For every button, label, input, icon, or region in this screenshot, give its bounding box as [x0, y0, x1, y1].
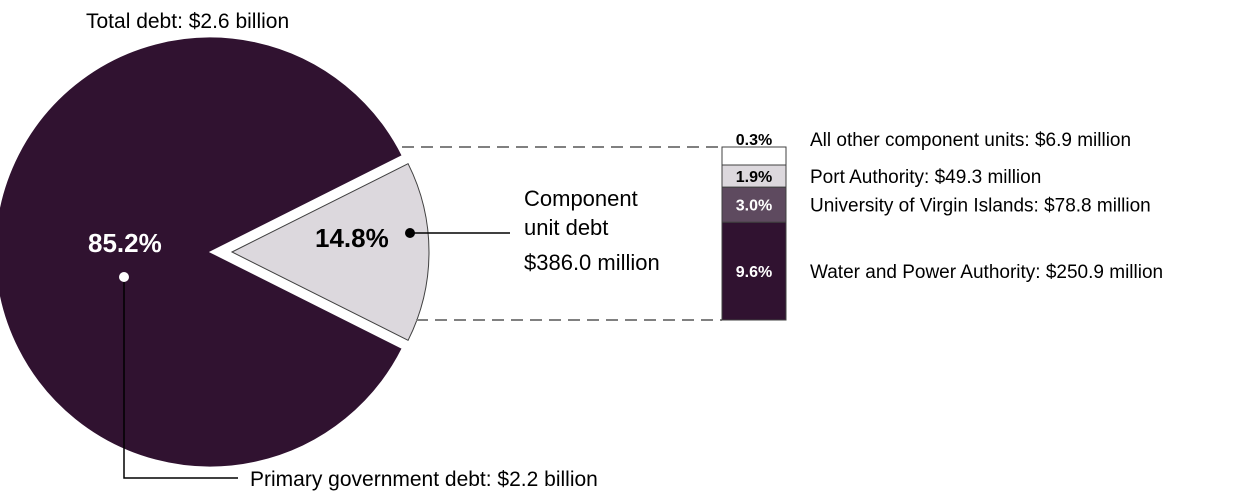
- bar-segment-label: University of Virgin Islands: $78.8 mill…: [810, 196, 1151, 217]
- bar-percent-label: 1.9%: [736, 169, 772, 186]
- chart-title: Total debt: $2.6 billion: [86, 10, 289, 33]
- component-label-line3: $386.0 million: [524, 250, 660, 275]
- primary-slice-label: Primary government debt: $2.2 billion: [250, 468, 598, 491]
- bar-segment-label: Water and Power Authority: $250.9 millio…: [810, 262, 1163, 283]
- component-breakdown-bar: 0.3% All other component units: $6.9 mill…: [722, 130, 1163, 320]
- component-label-line1: Component: [524, 186, 638, 211]
- bar-segment-label: All other component units: $6.9 million: [810, 130, 1131, 151]
- bar-percent-label: 0.3%: [736, 132, 772, 149]
- bar-segment-all-other-component-units: [722, 147, 786, 165]
- bar-percent-label: 9.6%: [736, 264, 772, 281]
- component-percent-label: 14.8%: [315, 223, 389, 253]
- bar-percent-label: 3.0%: [736, 198, 772, 215]
- primary-leader-dot: [119, 272, 129, 282]
- component-label-line2: unit debt: [524, 215, 608, 240]
- primary-percent-label: 85.2%: [88, 228, 162, 258]
- bar-segment-label: Port Authority: $49.3 million: [810, 167, 1041, 188]
